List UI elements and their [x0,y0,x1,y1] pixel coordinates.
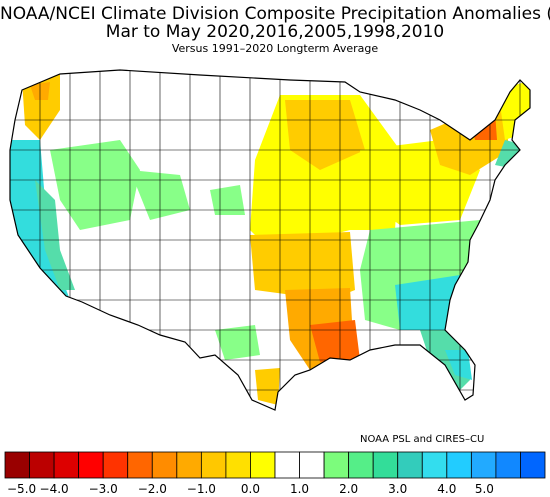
legend-tick-label: 3.0 [388,482,407,496]
legend-tick-label: 4.0 [437,482,456,496]
legend-tick-label: −3.0 [89,482,118,496]
upper-midwest-dry [285,100,365,170]
legend-tick-label: −5.0 [7,482,36,496]
florida-wet [420,330,470,395]
legend-swatch [176,451,202,479]
legend-swatch [250,451,276,479]
south-texas-dry [255,368,280,405]
legend-swatch [299,451,325,479]
california-interior-wet [35,180,75,290]
map-subtitle: Mar to May 2020,2016,2005,1998,2010 [105,22,445,42]
legend-tick-label: −4.0 [40,482,69,496]
legend-swatch [323,451,350,479]
legend-swatch [78,451,104,479]
baseline-note: Versus 1991–2020 Longterm Average [171,42,379,55]
legend-swatch [520,451,546,479]
legend-swatch [372,451,399,479]
south-florida-wet [445,350,472,380]
legend-swatch [421,451,448,479]
legend-swatch [151,451,178,479]
legend-swatch [200,451,227,479]
legend-tick-label: 1.0 [290,482,309,496]
legend-swatch [127,451,153,479]
legend-tick-label: 0.0 [241,482,260,496]
legend-swatch [470,451,497,479]
legend-swatch [29,451,55,479]
legend-swatch [53,451,80,479]
legend-swatch [397,451,423,479]
legend-swatch [4,451,30,479]
legend-swatch [495,451,521,479]
southwest-wet [215,325,260,360]
legend-swatch [274,451,300,479]
legend-tick-label: −1.0 [187,482,216,496]
great-basin-wet [50,140,140,230]
legend-tick-label: −2.0 [138,482,167,496]
southern-plains-dry [250,232,355,300]
legend-swatch [102,451,129,479]
legend-swatch [348,451,374,479]
legend-swatch [446,451,472,479]
division-borders [10,70,530,410]
map-title: NOAA/NCEI Climate Division Composite Pre… [0,4,550,24]
southeast-wet [360,220,480,330]
legend-tick-label: 5.0 [475,482,494,496]
midwest-dry [250,95,400,250]
credit-text: NOAA PSL and CIRES–CU [360,434,485,445]
front-range-wet [210,185,245,215]
legend-swatch [225,451,251,479]
carolinas-georgia-wet [395,275,460,330]
gulf-coast-very-dry [310,320,360,362]
legend-tick-label: 2.0 [339,482,358,496]
